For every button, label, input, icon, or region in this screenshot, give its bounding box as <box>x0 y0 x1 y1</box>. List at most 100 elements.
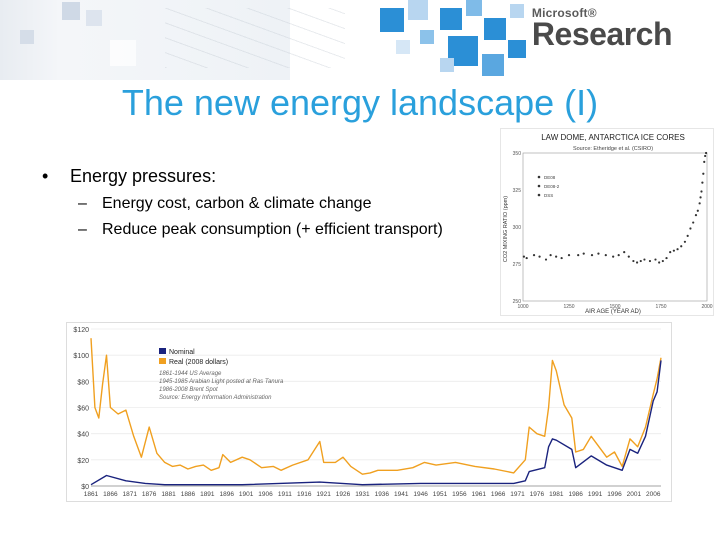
oil-x-tick: 2006 <box>646 491 661 498</box>
chart-note: 1861-1944 US Average <box>159 371 222 377</box>
bullet-text: Energy pressures: <box>70 166 217 186</box>
dash-icon: – <box>78 195 87 212</box>
header-banner: Microsoft® Research <box>0 0 720 80</box>
ice-chart-xlabel: AIR AGE (YEAR AD) <box>585 309 641 315</box>
oil-x-tick: 1976 <box>530 491 545 498</box>
ice-data-point <box>577 254 580 257</box>
ice-data-point <box>648 259 652 263</box>
ice-data-point <box>532 254 536 257</box>
ice-data-point <box>696 209 699 212</box>
sub-item-2: – Reduce peak consumption (+ efficient tr… <box>78 221 443 239</box>
oil-y-tick: $60 <box>77 406 89 413</box>
oil-x-tick: 1986 <box>568 491 583 498</box>
ice-data-point <box>604 254 607 257</box>
ice-data-point <box>617 254 620 257</box>
microsoft-research-logo: Microsoft® Research <box>531 6 673 53</box>
oil-y-tick: $20 <box>77 458 89 465</box>
sub-item-text: Energy cost, carbon & climate change <box>102 195 372 212</box>
sub-item-text: Reduce peak consumption (+ efficient tra… <box>102 221 443 238</box>
chart-note: Source: Energy Information Administratio… <box>159 395 272 401</box>
ice-legend: DE08 DE08-2 DSS <box>537 175 560 198</box>
ice-data-point <box>701 181 704 184</box>
ice-data-point <box>689 227 692 230</box>
ice-x-tick: 1000 <box>517 304 528 310</box>
ice-chart-title: LAW DOME, ANTARCTICA ICE CORES <box>541 133 685 142</box>
ice-data-point <box>525 256 528 260</box>
ice-data-point <box>582 252 585 255</box>
oil-x-tick: 1876 <box>142 491 157 498</box>
ice-x-tick: 1750 <box>655 304 666 310</box>
ice-data-point <box>680 245 683 248</box>
ice-data-point <box>639 259 642 263</box>
ice-y-tick: 250 <box>513 299 522 305</box>
ice-data-point <box>699 196 702 199</box>
oil-x-tick: 1861 <box>84 491 99 498</box>
oil-y-tick: $120 <box>73 327 89 334</box>
oil-x-tick: 1906 <box>258 491 273 498</box>
ice-plot-frame <box>522 152 708 302</box>
logo-company: Microsoft® <box>531 6 597 20</box>
ice-data-point <box>560 256 563 260</box>
oil-y-tick: $40 <box>77 432 89 439</box>
ice-legend-label: DE08 <box>544 175 556 180</box>
ice-data-point <box>597 252 600 255</box>
oil-x-tick: 1936 <box>375 491 390 498</box>
ice-data-point <box>555 255 558 258</box>
logo-division: Research <box>531 16 673 52</box>
oil-x-tick: 1956 <box>452 491 467 498</box>
ice-data-point <box>704 151 708 155</box>
oil-x-tick: 1911 <box>278 491 292 498</box>
ice-data-point <box>700 190 703 193</box>
oil-x-tick: 1941 <box>394 491 409 498</box>
ice-legend-label: DSS <box>544 193 553 198</box>
ice-data-point <box>623 251 626 254</box>
ice-data-point <box>567 254 571 257</box>
ice-data-point <box>703 160 706 163</box>
ice-data-point <box>665 256 668 260</box>
ice-data-point <box>698 202 701 205</box>
ice-data-point <box>702 172 705 175</box>
ice-data-point <box>694 214 698 217</box>
ice-data-point <box>549 254 552 257</box>
oil-x-tick: 1891 <box>200 491 215 498</box>
oil-y-tick: $0 <box>81 484 89 491</box>
oil-x-tick: 1871 <box>123 491 138 498</box>
oil-x-tick: 1901 <box>239 491 254 498</box>
ice-data-point <box>632 259 635 263</box>
ice-data-point <box>612 255 615 258</box>
bullet-item: • Energy pressures: <box>42 166 216 187</box>
oil-x-tick: 1866 <box>103 491 118 498</box>
nominal-price-line <box>90 360 662 486</box>
ice-data-point <box>686 234 689 237</box>
oil-x-tick: 1996 <box>607 491 622 498</box>
ice-data-point <box>672 249 675 252</box>
ice-data-point <box>669 251 672 254</box>
chart-note: 1986-2008 Brent Spot <box>159 387 218 393</box>
ice-data-point <box>538 255 541 258</box>
oil-x-tick: 1961 <box>472 491 487 498</box>
oil-x-tick: 1981 <box>549 491 564 498</box>
oil-x-tick: 1951 <box>433 491 448 498</box>
oil-x-tick: 1881 <box>161 491 176 498</box>
sub-item-1: – Energy cost, carbon & climate change <box>78 195 371 213</box>
ice-core-chart: LAW DOME, ANTARCTICA ICE CORES Source: E… <box>500 128 714 316</box>
ice-y-tick: 275 <box>513 262 522 268</box>
bullet-dot-icon: • <box>42 166 49 186</box>
ice-x-tick: 1250 <box>563 304 574 310</box>
oil-x-tick: 2001 <box>627 491 642 498</box>
ice-data-point <box>654 258 657 261</box>
ice-data-point <box>635 261 639 264</box>
oil-x-tick: 1966 <box>491 491 506 498</box>
oil-x-tick: 1896 <box>219 491 234 498</box>
ice-legend-marker <box>537 193 541 197</box>
ice-data-point <box>590 254 594 257</box>
oil-x-tick: 1946 <box>413 491 428 498</box>
oil-legend: Nominal Real (2008 dollars) 1861-1944 US… <box>159 348 284 401</box>
oil-y-tick: $80 <box>77 379 89 386</box>
ice-legend-label: DE08-2 <box>544 184 560 189</box>
slide-title: The new energy landscape (I) <box>121 82 599 123</box>
oil-x-tick: 1921 <box>316 491 331 498</box>
legend-real-label: Real (2008 dollars) <box>169 359 228 366</box>
chart-note: 1945-1985 Arabian Light posted at Ras Ta… <box>159 379 284 385</box>
